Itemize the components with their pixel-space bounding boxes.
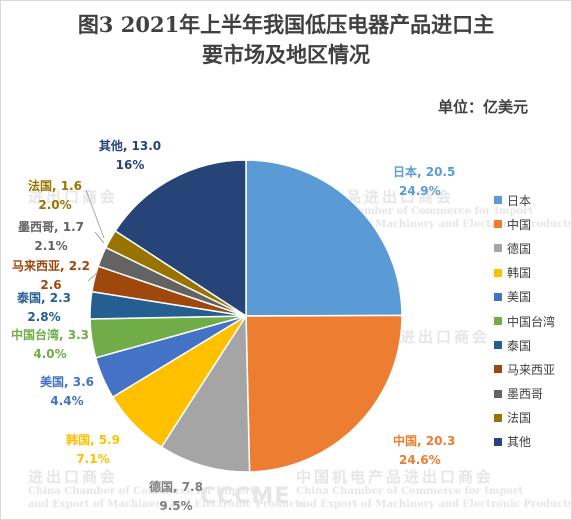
slice-percent-label: 2.0% [38, 198, 71, 212]
legend-swatch [494, 196, 502, 205]
legend-item: 其他 [494, 430, 555, 454]
watermark-text: and Export of Machinery and Electronic P… [296, 219, 572, 230]
legend-label: 其他 [507, 435, 532, 450]
slice-value-label: 日本, 20.5 [393, 164, 455, 179]
unit-label: 单位：亿美元 [437, 98, 528, 116]
legend-label: 马来西亚 [507, 362, 556, 377]
legend-swatch [494, 244, 502, 253]
leader-line [94, 231, 105, 244]
chart-title-line-1: 图3 2021年上半年我国低压电器产品进口主 [77, 12, 495, 37]
slice-percent-label: 2.6 [40, 278, 61, 292]
legend-item: 日本 [494, 188, 555, 212]
slice-value-label: 泰国, 2.3 [16, 290, 71, 305]
watermark-text: and Export of Machinery and Electronic P… [296, 499, 572, 510]
slice-percent-label: 9.5% [159, 499, 192, 513]
legend-swatch [494, 389, 502, 398]
slice-value-label: 德国, 7.8 [149, 479, 203, 494]
legend-label: 中国 [507, 217, 532, 232]
slice-percent-label: 2.8% [27, 310, 60, 324]
legend-item: 中国 [494, 212, 555, 236]
legend-swatch [494, 413, 502, 422]
legend-item: 美国 [494, 285, 555, 309]
slice-value-label: 墨西哥, 1.7 [18, 220, 84, 234]
watermark-logo: CCCME [200, 484, 291, 509]
legend-label: 美国 [507, 290, 532, 305]
pie-slice [245, 314, 403, 473]
slice-value-label: 其他, 13.0 [99, 138, 161, 153]
leader-lines [85, 189, 105, 282]
pie-slices [89, 159, 403, 473]
slice-percent-label: 7.1% [76, 452, 109, 466]
legend-label: 韩国 [507, 266, 532, 281]
legend-item: 泰国 [494, 333, 555, 357]
data-labels: 日本, 20.5 24.9% 中国, 20.3 24.6% 德国, 7.8 9.5% 韩国,… [11, 138, 455, 513]
slice-value-label: 美国, 3.6 [40, 374, 94, 389]
slice-percent-label: 4.0% [33, 347, 66, 361]
legend-swatch [494, 317, 502, 326]
legend-item: 法国 [494, 406, 555, 430]
pie-slice [245, 159, 403, 317]
watermark-text: 进出口商会 [400, 328, 491, 346]
watermark-text: and Export of Machinery and Electronic P… [28, 499, 306, 510]
watermark-text: 进出口商会 [28, 468, 119, 486]
slice-value-label: 法国, 1.6 [28, 178, 82, 193]
leader-line [87, 272, 98, 282]
slice-percent-label: 16% [116, 158, 145, 172]
legend-item: 韩国 [494, 261, 555, 285]
legend-swatch [494, 220, 502, 229]
legend-swatch [494, 341, 502, 350]
chart-legend: 日本中国德国韩国美国中国台湾泰国马来西亚墨西哥法国其他 [494, 188, 555, 454]
watermark-text: China Chamber of Commerce for Import [296, 486, 523, 497]
chart-title-line-2: 要市场及地区情况 [202, 42, 370, 67]
watermark-text: 中国机电产品进出口商会 [296, 468, 495, 486]
legend-swatch [494, 268, 502, 277]
slice-value-label: 中国台湾, 3.3 [11, 327, 89, 342]
legend-label: 中国台湾 [507, 314, 556, 329]
legend-item: 墨西哥 [494, 382, 555, 406]
legend-label: 法国 [507, 411, 532, 426]
pie-slice [114, 159, 247, 318]
slice-percent-label: 2.1% [34, 239, 67, 253]
legend-swatch [494, 365, 502, 374]
pie-slice [160, 313, 251, 473]
legend-swatch [494, 292, 502, 301]
legend-swatch [494, 437, 502, 446]
legend-label: 日本 [507, 193, 532, 208]
leader-line [85, 189, 105, 239]
slice-value-label: 中国, 20.3 [393, 433, 455, 448]
legend-label: 泰国 [507, 338, 532, 353]
watermark-text: 进出口商会 [28, 188, 119, 206]
watermark-text: China Chamber of Commerce for Import [306, 206, 533, 217]
slice-percent-label: 24.6% [399, 453, 441, 467]
chart-title: 图3 2021年上半年我国低压电器产品进口主 要市场及地区情况 [0, 10, 572, 70]
legend-label: 墨西哥 [507, 387, 544, 402]
legend-label: 德国 [507, 241, 532, 256]
slice-percent-label: 4.4% [50, 394, 83, 408]
slice-percent-label: 24.9% [399, 184, 441, 198]
slice-value-label: 韩国, 5.9 [66, 432, 120, 447]
legend-item: 马来西亚 [494, 357, 555, 381]
legend-item: 中国台湾 [494, 309, 555, 333]
slice-value-label: 马来西亚, 2.2 [12, 258, 90, 273]
watermark-text: China Chamber of Commerce for Import [28, 486, 255, 497]
legend-item: 德国 [494, 236, 555, 260]
